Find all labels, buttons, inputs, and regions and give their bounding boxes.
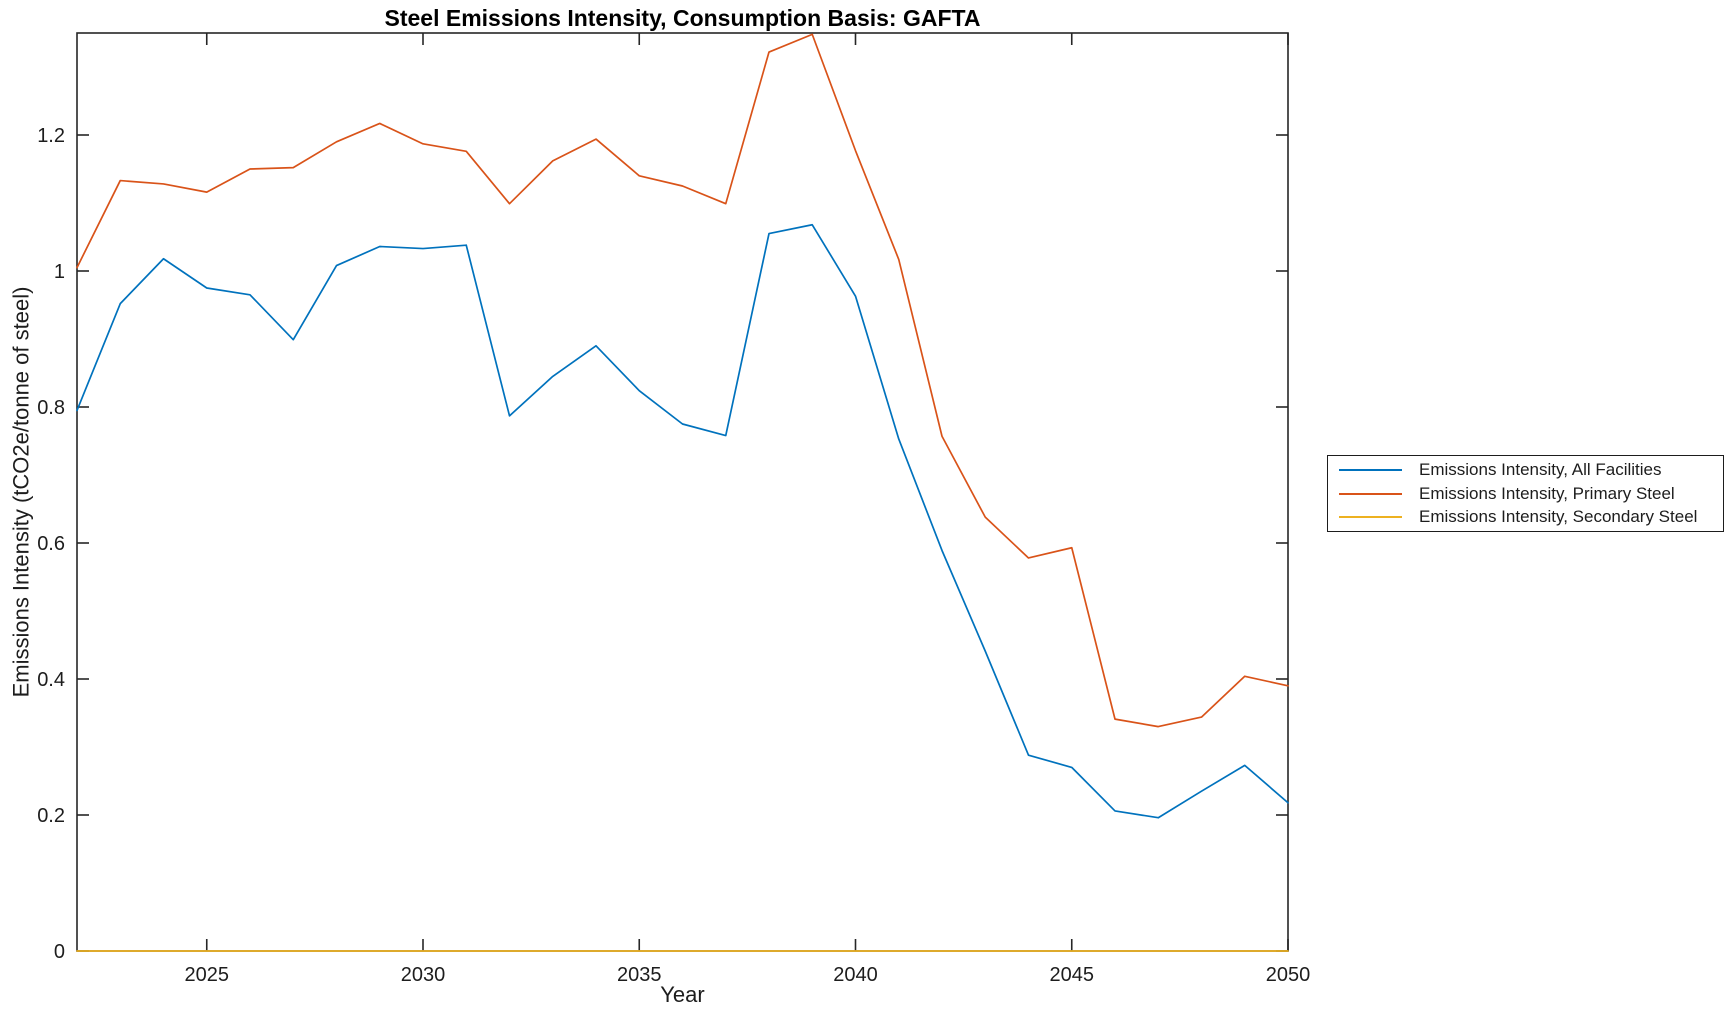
- y-tick-label: 0.4: [37, 669, 65, 691]
- legend: Emissions Intensity, All Facilities Emis…: [1327, 455, 1724, 532]
- chart-title: Steel Emissions Intensity, Consumption B…: [384, 5, 981, 31]
- legend-item: Emissions Intensity, Secondary Steel: [1328, 506, 1723, 529]
- y-axis-label: Emissions Intensity (tCO2e/tonne of stee…: [8, 286, 34, 698]
- x-tick-label: 2025: [185, 964, 230, 986]
- x-tick-label: 2045: [1050, 964, 1095, 986]
- axes-box: [76, 32, 1289, 952]
- y-tick-label: 0.8: [37, 397, 65, 419]
- x-tick-label: 2040: [833, 964, 878, 986]
- legend-line-sample-primary-steel: [1339, 492, 1402, 495]
- series-line: [76, 33, 1289, 728]
- y-tick-label: 1.2: [37, 125, 65, 147]
- legend-item: Emissions Intensity, All Facilities: [1328, 459, 1723, 482]
- legend-label: Emissions Intensity, Primary Steel: [1419, 483, 1675, 503]
- x-tick-label: 2035: [617, 964, 662, 986]
- legend-line-sample-secondary-steel: [1339, 516, 1402, 518]
- legend-label: Emissions Intensity, All Facilities: [1419, 460, 1662, 479]
- y-tick-label: 1: [54, 261, 65, 283]
- y-tick-label: 0.2: [37, 805, 65, 827]
- x-tick-label: 2030: [401, 964, 446, 986]
- legend-label: Emissions Intensity, Secondary Steel: [1419, 507, 1698, 526]
- y-tick-label: 0: [54, 941, 65, 963]
- x-axis-label: Year: [660, 982, 705, 1007]
- x-tick-label: 2050: [1266, 964, 1311, 986]
- series-line: [76, 223, 1289, 819]
- legend-item: Emissions Intensity, Primary Steel: [1328, 482, 1723, 505]
- y-tick-label: 0.6: [37, 533, 65, 555]
- legend-line-sample-all-facilities: [1339, 469, 1402, 471]
